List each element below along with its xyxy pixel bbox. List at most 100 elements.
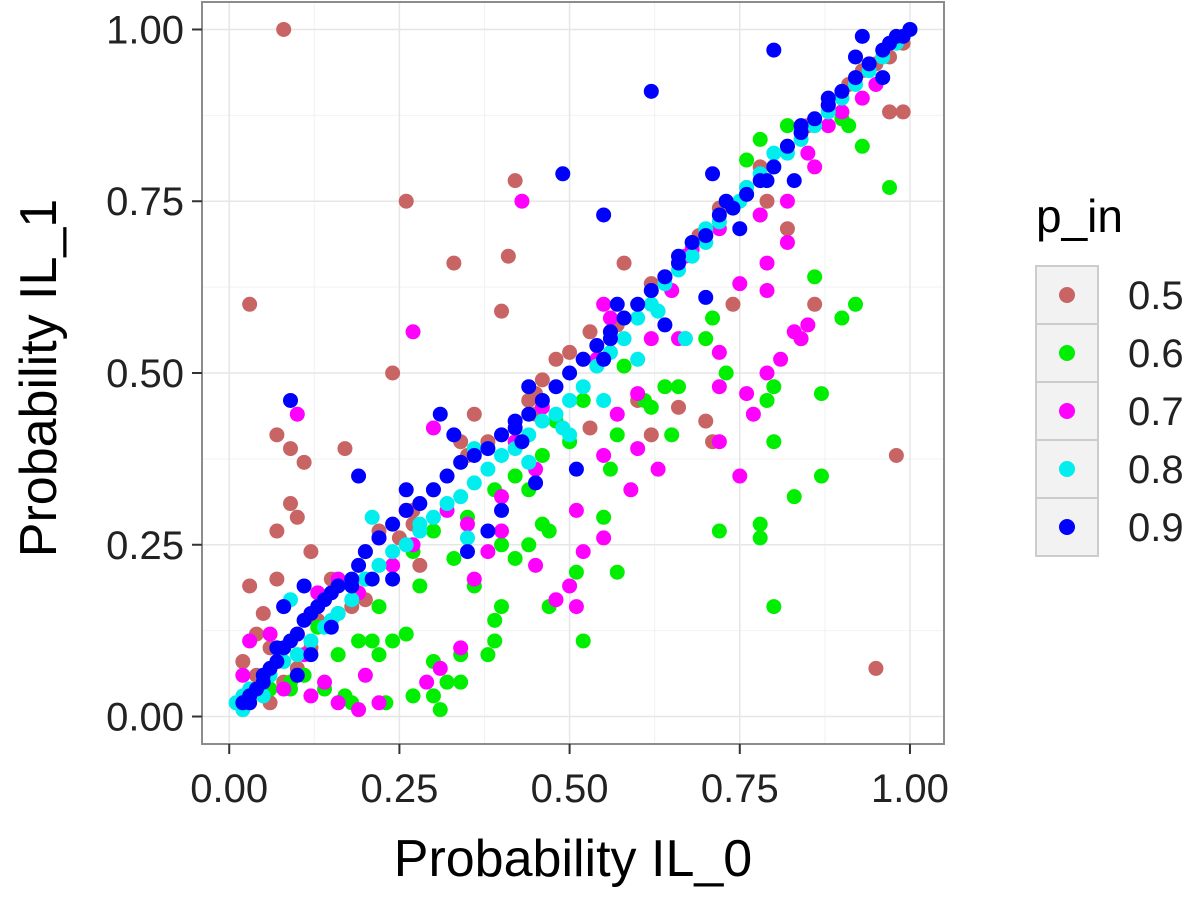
data-point [344,578,360,594]
data-point [371,599,387,615]
data-point [657,269,673,285]
data-point [711,207,727,223]
data-point [425,509,441,525]
data-point [439,496,455,512]
data-point [630,296,646,312]
data-point [609,427,625,443]
data-point [766,434,782,450]
data-point [528,557,544,573]
data-point [432,406,448,422]
data-point [800,145,816,161]
y-tick-label: 0.25 [106,524,184,568]
data-point [602,310,618,326]
data-point [235,654,251,670]
legend-label: 0.8 [1128,448,1184,492]
data-point [521,537,537,553]
data-point [848,296,864,312]
data-point [875,70,891,86]
data-point [494,303,510,319]
data-point [364,509,380,525]
y-tick-label: 0.00 [106,696,184,740]
legend-key-swatch [1059,287,1075,303]
data-point [807,159,823,175]
x-tick-label: 0.25 [360,767,438,811]
data-point [296,578,312,594]
data-point [548,379,564,395]
data-point [671,255,687,271]
data-point [507,413,523,429]
data-point [752,207,768,223]
data-point [269,427,285,443]
data-point [793,118,809,134]
y-axis: 0.00 0.25 0.50 0.75 1.00 [106,8,202,740]
data-point [759,173,775,189]
data-point [698,331,714,347]
data-point [766,599,782,615]
data-point [500,248,516,264]
data-point [330,647,346,663]
data-point [480,441,496,457]
data-point [779,118,795,134]
data-point [773,351,789,367]
data-point [303,688,319,704]
data-point [711,344,727,360]
data-point [534,516,550,532]
x-tick-label: 0.00 [190,767,268,811]
data-point [848,70,864,86]
data-point [671,379,687,395]
data-point [759,255,775,271]
data-point [677,331,693,347]
data-point [425,688,441,704]
data-point [609,406,625,422]
data-point [698,413,714,429]
y-tick-label: 0.75 [106,180,184,224]
data-point [643,399,659,415]
data-point [242,633,258,649]
data-point [854,28,870,44]
legend: p_in 0.5 0.6 0.7 0.8 0.9 [1035,190,1184,557]
data-point [895,104,911,120]
data-point [766,42,782,58]
legend-label: 0.9 [1128,506,1184,550]
data-point [616,255,632,271]
data-point [684,234,700,250]
data-point [303,647,319,663]
data-point [289,509,305,525]
data-point [439,468,455,484]
data-point [459,544,475,560]
data-point [868,660,884,676]
data-point [289,626,305,642]
data-point [807,269,823,285]
data-point [466,475,482,491]
data-point [439,674,455,690]
data-point [732,468,748,484]
data-point [453,674,469,690]
data-point [385,557,401,573]
legend-label: 0.7 [1128,390,1184,434]
data-point [412,516,428,532]
data-point [705,310,721,326]
data-point [575,392,591,408]
data-point [364,571,380,587]
data-point [425,523,441,539]
data-point [596,392,612,408]
data-point [371,647,387,663]
data-point [276,681,292,697]
data-point [616,331,632,347]
data-point [711,379,727,395]
data-point [766,145,782,161]
data-point [351,633,367,649]
data-point [466,447,482,463]
data-point [446,255,462,271]
data-point [705,166,721,182]
data-point [323,619,339,635]
data-point [568,461,584,477]
data-point [534,392,550,408]
data-point [568,564,584,580]
data-point [255,667,271,683]
data-point [296,454,312,470]
data-point [534,413,550,429]
data-point [555,166,571,182]
data-point [562,392,578,408]
data-point [684,248,700,264]
